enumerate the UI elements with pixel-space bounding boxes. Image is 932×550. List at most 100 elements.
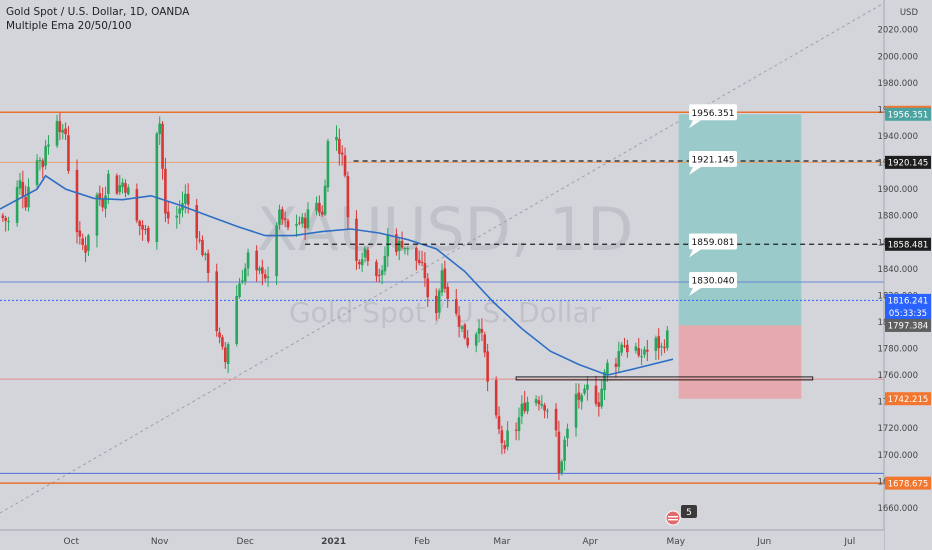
candle[interactable]	[323, 185, 327, 215]
candle[interactable]	[278, 209, 281, 225]
candle[interactable]	[141, 224, 144, 230]
candle[interactable]	[500, 430, 504, 443]
candle[interactable]	[315, 202, 318, 211]
candle[interactable]	[523, 402, 526, 412]
candle[interactable]	[166, 211, 170, 219]
candle[interactable]	[434, 295, 438, 314]
candle[interactable]	[563, 439, 566, 461]
candle[interactable]	[95, 194, 99, 236]
candle[interactable]	[355, 218, 358, 261]
candle[interactable]	[201, 240, 204, 256]
candle[interactable]	[47, 144, 50, 147]
callout-box[interactable]	[689, 233, 737, 250]
candle[interactable]	[101, 198, 104, 208]
candle[interactable]	[420, 261, 424, 263]
candle[interactable]	[215, 271, 219, 332]
candle[interactable]	[395, 234, 398, 252]
candle[interactable]	[583, 388, 586, 394]
candle[interactable]	[483, 334, 487, 353]
candle[interactable]	[175, 215, 179, 218]
candle[interactable]	[206, 253, 210, 274]
candle[interactable]	[603, 371, 606, 391]
candle[interactable]	[155, 133, 159, 243]
candle[interactable]	[660, 346, 663, 348]
candle[interactable]	[634, 346, 638, 351]
candle[interactable]	[406, 248, 410, 250]
candle[interactable]	[261, 267, 264, 274]
candle[interactable]	[246, 252, 250, 269]
candle[interactable]	[81, 238, 84, 245]
candle[interactable]	[61, 129, 65, 133]
candle[interactable]	[540, 403, 544, 406]
candle[interactable]	[506, 430, 509, 447]
candle[interactable]	[178, 208, 181, 214]
candle[interactable]	[543, 405, 546, 411]
candle[interactable]	[417, 259, 421, 264]
candle[interactable]	[380, 270, 384, 276]
candle[interactable]	[646, 349, 649, 352]
candle[interactable]	[146, 227, 150, 242]
candle[interactable]	[446, 286, 450, 299]
candle[interactable]	[657, 336, 661, 349]
candle[interactable]	[580, 395, 584, 402]
candle[interactable]	[375, 261, 378, 277]
candle[interactable]	[600, 388, 603, 407]
candle[interactable]	[55, 120, 59, 146]
profit-zone[interactable]	[678, 114, 802, 326]
candle[interactable]	[283, 218, 287, 221]
candle[interactable]	[121, 182, 124, 188]
candle[interactable]	[298, 222, 301, 224]
candle[interactable]	[281, 209, 284, 220]
candle[interactable]	[184, 193, 187, 204]
candle[interactable]	[520, 403, 524, 417]
candle[interactable]	[221, 337, 224, 347]
candle[interactable]	[637, 348, 641, 356]
candle[interactable]	[306, 209, 310, 228]
candle[interactable]	[338, 138, 341, 154]
candle[interactable]	[87, 235, 90, 251]
candle[interactable]	[377, 274, 381, 276]
candle[interactable]	[477, 328, 481, 334]
candle[interactable]	[363, 248, 367, 258]
candle[interactable]	[606, 362, 609, 374]
candle[interactable]	[204, 253, 207, 256]
candle[interactable]	[454, 299, 458, 314]
candle[interactable]	[75, 169, 79, 233]
candle[interactable]	[503, 444, 507, 449]
candle[interactable]	[526, 402, 529, 412]
candle[interactable]	[295, 223, 298, 226]
candle[interactable]	[64, 128, 67, 135]
candle[interactable]	[84, 245, 87, 253]
candle[interactable]	[463, 324, 467, 338]
candle[interactable]	[440, 270, 444, 293]
candle[interactable]	[574, 394, 578, 428]
candle[interactable]	[243, 268, 247, 282]
candle[interactable]	[98, 193, 102, 200]
candle[interactable]	[127, 187, 130, 195]
candle[interactable]	[275, 225, 278, 277]
candle[interactable]	[403, 248, 407, 250]
candle[interactable]	[514, 429, 518, 431]
candle[interactable]	[415, 247, 418, 261]
candle[interactable]	[423, 263, 427, 279]
candle[interactable]	[4, 217, 8, 221]
candle[interactable]	[537, 400, 541, 405]
candle[interactable]	[104, 195, 107, 209]
candle[interactable]	[24, 196, 27, 208]
candle[interactable]	[107, 173, 110, 194]
candle[interactable]	[144, 229, 147, 231]
candle[interactable]	[614, 363, 618, 367]
candle[interactable]	[386, 234, 390, 257]
candle[interactable]	[300, 217, 304, 224]
candle[interactable]	[517, 417, 521, 432]
candle[interactable]	[640, 356, 643, 358]
candle[interactable]	[443, 268, 447, 289]
candle[interactable]	[617, 351, 621, 367]
candle[interactable]	[326, 141, 330, 188]
candle[interactable]	[480, 328, 484, 333]
support-line[interactable]	[515, 376, 814, 381]
candle[interactable]	[554, 408, 558, 431]
candle[interactable]	[620, 344, 623, 353]
candle[interactable]	[486, 351, 489, 382]
candle[interactable]	[597, 402, 601, 407]
